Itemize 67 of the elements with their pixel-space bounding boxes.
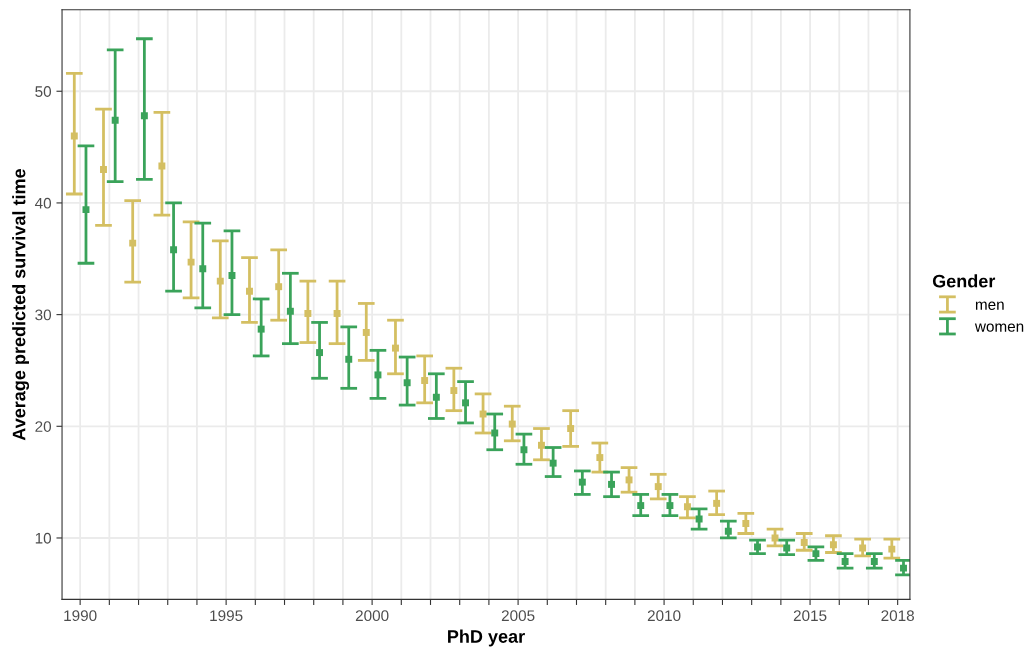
point [829,541,837,549]
point [900,564,907,572]
point [596,454,604,462]
y-tick-label: 10 [35,532,52,544]
point [403,379,411,387]
point [841,557,849,565]
point [100,165,107,173]
point [870,557,878,565]
point [742,519,750,527]
point [537,441,545,449]
y-tick-label: 30 [35,309,52,321]
point [666,502,674,510]
point [800,538,808,546]
legend-label: men [975,301,1004,310]
point [362,329,370,336]
point [304,310,312,317]
point [158,162,166,170]
point [625,476,633,484]
point [111,116,119,124]
point [392,344,399,352]
point [549,459,557,467]
point [129,239,137,247]
point [187,258,195,266]
point [683,503,691,511]
point [654,483,662,491]
point [216,277,224,285]
legend-title: Gender [932,274,996,288]
point [608,480,615,488]
x-tick-label: 1995 [210,610,243,622]
y-axis-title: Average predicted survival time [12,169,30,441]
point [508,420,516,428]
point [432,393,440,401]
y-tick-label: 50 [35,86,52,97]
point [246,287,253,295]
x-tick-label: 2005 [501,610,535,622]
legend-label: women [974,323,1024,332]
point [333,310,341,317]
y-tick-label: 20 [35,421,52,432]
y-tick-label: 40 [34,197,52,209]
x-tick-label: 2000 [355,610,389,622]
point [170,246,178,254]
x-tick-label: 2015 [793,610,827,622]
point [286,307,294,315]
point [812,550,820,558]
point [713,499,721,507]
point [345,355,353,363]
point [374,371,382,379]
point [724,527,732,535]
point [257,325,265,333]
point [70,132,78,140]
point [520,446,528,454]
point [567,425,575,432]
point [421,377,429,384]
point [637,502,645,510]
point [275,283,283,291]
point [450,387,458,395]
x-tick-label: 2010 [647,610,681,622]
point [199,265,207,273]
x-axis-title: PhD year [448,629,525,647]
point [316,349,324,357]
point [888,545,896,553]
x-tick-label: 1990 [64,610,97,622]
point [228,272,236,279]
point [462,399,470,407]
x-tick-label: 2018 [881,610,914,622]
point [578,478,586,486]
point [140,112,148,120]
